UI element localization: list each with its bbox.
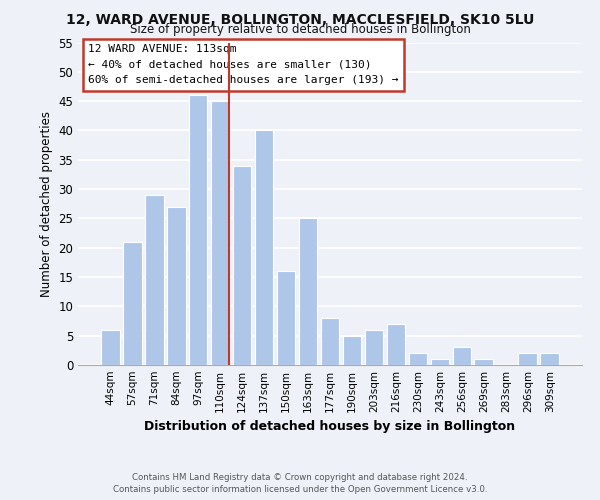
Bar	[475, 359, 493, 365]
Bar	[189, 96, 208, 365]
Bar	[409, 354, 427, 365]
Bar	[145, 195, 164, 365]
Bar	[255, 130, 274, 365]
Bar	[299, 218, 317, 365]
Y-axis label: Number of detached properties: Number of detached properties	[40, 111, 53, 296]
Text: 12 WARD AVENUE: 113sqm
← 40% of detached houses are smaller (130)
60% of semi-de: 12 WARD AVENUE: 113sqm ← 40% of detached…	[88, 44, 398, 86]
Bar	[101, 330, 119, 365]
Text: Size of property relative to detached houses in Bollington: Size of property relative to detached ho…	[130, 22, 470, 36]
Bar	[365, 330, 383, 365]
Bar	[233, 166, 251, 365]
Text: Contains HM Land Registry data © Crown copyright and database right 2024.
Contai: Contains HM Land Registry data © Crown c…	[113, 472, 487, 494]
Bar	[277, 271, 295, 365]
Bar	[431, 359, 449, 365]
Bar	[541, 354, 559, 365]
Bar	[452, 348, 471, 365]
Bar	[320, 318, 340, 365]
Bar	[386, 324, 405, 365]
Text: 12, WARD AVENUE, BOLLINGTON, MACCLESFIELD, SK10 5LU: 12, WARD AVENUE, BOLLINGTON, MACCLESFIEL…	[66, 12, 534, 26]
X-axis label: Distribution of detached houses by size in Bollington: Distribution of detached houses by size …	[145, 420, 515, 434]
Bar	[211, 101, 229, 365]
Bar	[343, 336, 361, 365]
Bar	[167, 206, 185, 365]
Bar	[518, 354, 537, 365]
Bar	[123, 242, 142, 365]
